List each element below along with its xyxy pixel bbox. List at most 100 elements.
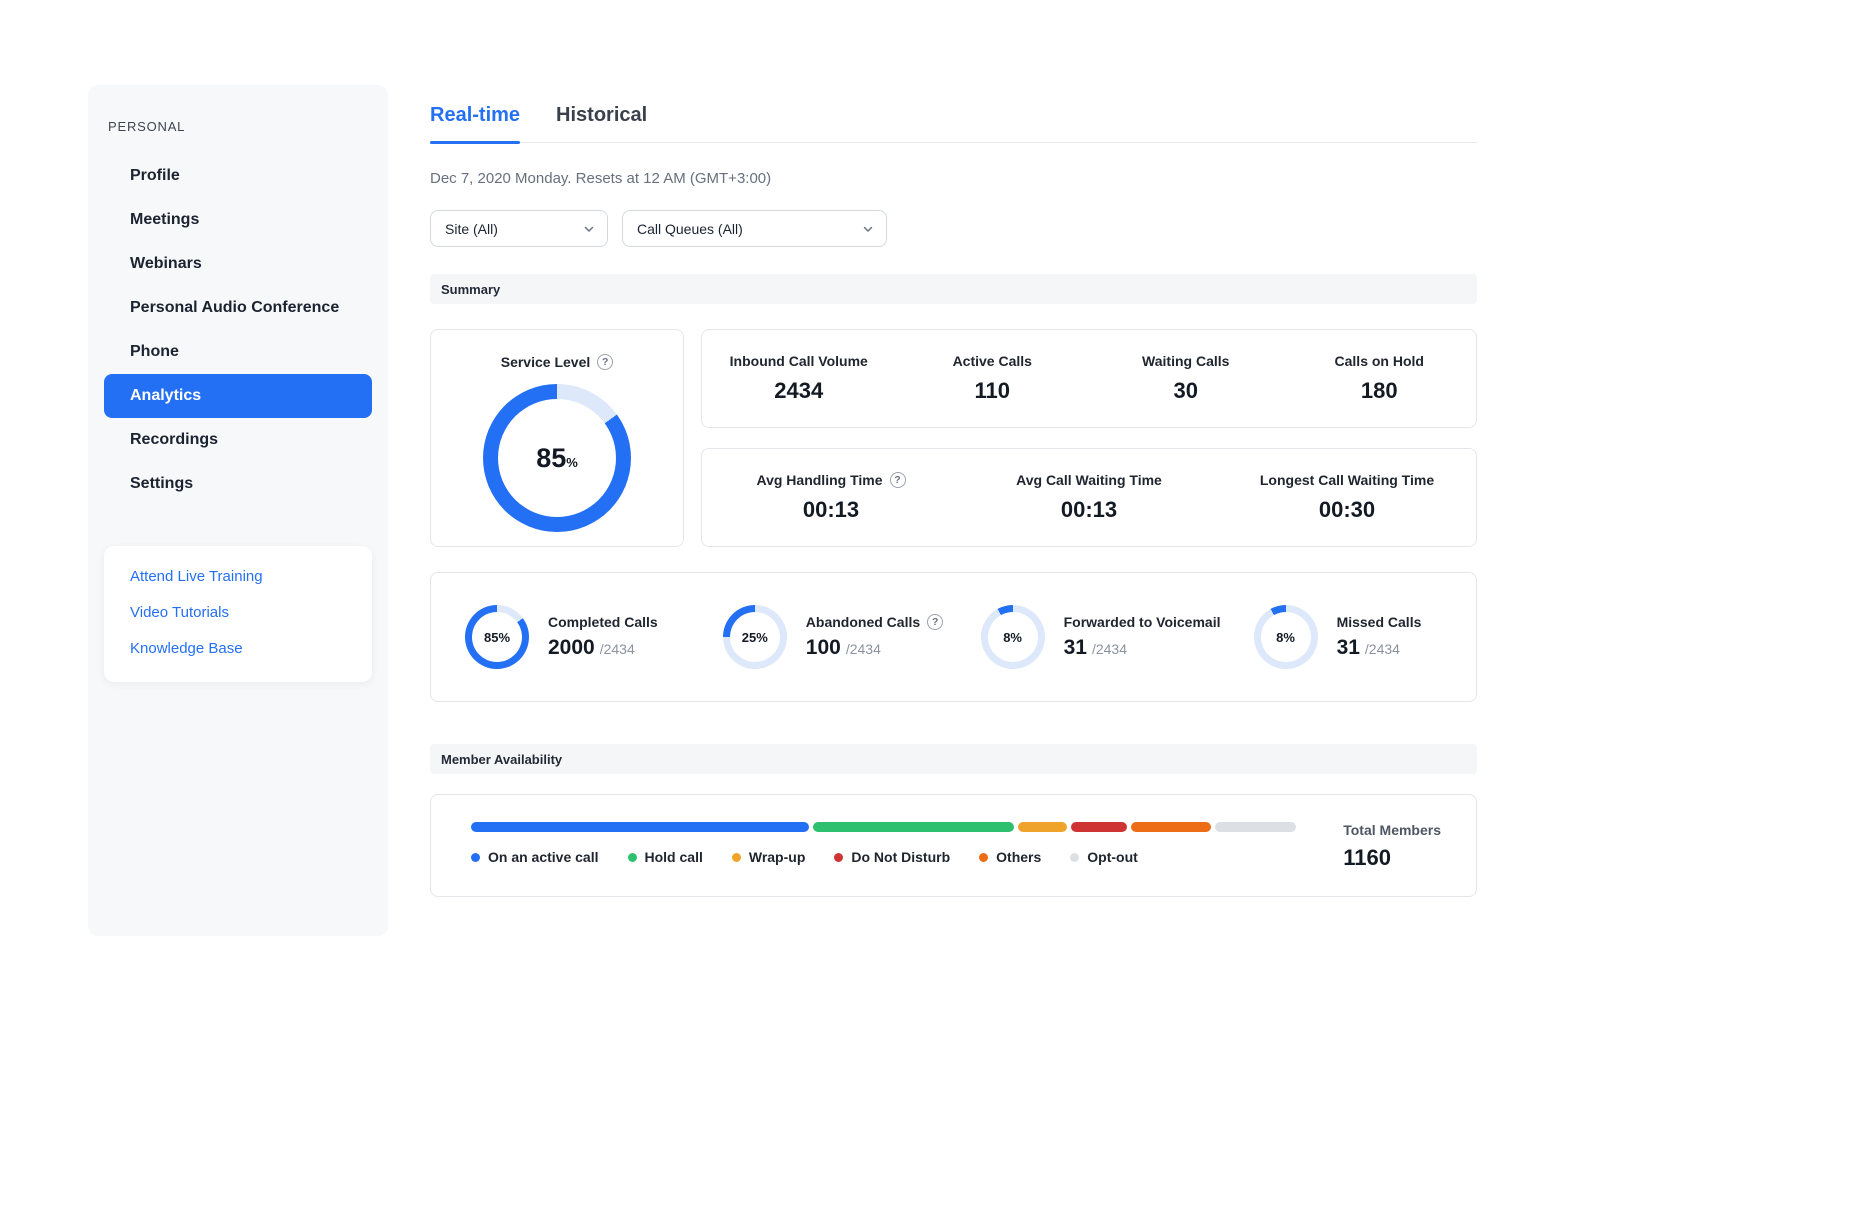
legend-label: On an active call [488, 849, 599, 865]
stat-label: Forwarded to Voicemail [1063, 614, 1221, 630]
stat-value: 30 [1173, 378, 1198, 403]
tab-historical[interactable]: Historical [556, 104, 648, 126]
summary-section-header: Summary [430, 274, 1477, 304]
legend-dot [471, 852, 480, 862]
sidebar-nav: Profile Meetings Webinars Personal Audio… [104, 154, 372, 506]
legend-item-hold-call: Hold call [627, 849, 703, 865]
member-availability-bar-area: On an active call Hold call Wrap-up Do N… [471, 822, 1296, 896]
member-availability-legend: On an active call Hold call Wrap-up Do N… [471, 849, 1296, 865]
sidebar-item-analytics[interactable]: Analytics [104, 374, 372, 418]
bar-segment-hold-call [813, 822, 1015, 832]
date-line: Dec 7, 2020 Monday. Resets at 12 AM (GMT… [430, 170, 772, 187]
summary-grid: Service Level ? 85 % Inbound Call Volume [430, 329, 1477, 547]
bar-segment-others [1130, 822, 1212, 832]
legend-dot [627, 852, 637, 862]
stat-calls-on-hold: Calls on Hold 180 [1283, 353, 1477, 404]
service-level-label: Service Level [500, 354, 591, 370]
missed-calls-stat: 8% Missed Calls 31 /2434 [1253, 605, 1476, 669]
tabs: Real-time Historical [430, 104, 1477, 144]
legend-label: Wrap-up [748, 849, 806, 865]
donut-percent-label: 8% [1276, 629, 1295, 645]
stat-value: 180 [1360, 378, 1398, 403]
call-outcomes-card: 85% Completed Calls 2000 /2434 25% [430, 572, 1477, 702]
member-availability-section-title: Member Availability [441, 751, 563, 767]
stat-value: 110 [974, 378, 1011, 403]
legend-dot [731, 852, 741, 862]
stat-inbound-call-volume: Inbound Call Volume 2434 [702, 353, 896, 404]
stat-value: 00:13 [1060, 497, 1118, 522]
legend-item-on-an-active-call: On an active call [471, 849, 599, 865]
member-availability-section-header: Member Availability [430, 744, 1477, 774]
help-icon[interactable]: ? [889, 472, 906, 488]
stat-label: Active Calls [952, 353, 1032, 369]
service-level-donut: 85 % [483, 384, 631, 532]
service-level-donut-center: 85 % [498, 399, 616, 517]
stat-total: /2434 [599, 641, 635, 657]
stat-label: Calls on Hold [1334, 353, 1424, 369]
forwarded-to-voicemail-stat: 8% Forwarded to Voicemail 31 /2434 [980, 605, 1254, 669]
sidebar-item-meetings[interactable]: Meetings [130, 211, 200, 228]
stat-label: Missed Calls [1336, 614, 1422, 630]
stat-value: 00:30 [1318, 497, 1376, 522]
stat-value: 31 [1336, 636, 1360, 659]
stat-waiting-calls: Waiting Calls 30 [1089, 353, 1283, 404]
legend-dot [834, 852, 844, 862]
donut-percent-label: 85% [483, 629, 511, 645]
bar-segment-opt-out [1215, 822, 1296, 832]
help-icon[interactable]: ? [597, 354, 614, 370]
service-level-card: Service Level ? 85 % [430, 329, 684, 547]
legend-label: Hold call [644, 849, 703, 865]
abandoned-calls-stat: 25% Abandoned Calls ? 100 /2434 [722, 605, 981, 669]
filters-row: Site (All) Call Queues (All) [430, 210, 1477, 247]
sidebar-item-settings[interactable]: Settings [130, 475, 194, 492]
donut-percent-label: 25% [741, 629, 768, 645]
sidebar-links-card: Attend Live Training Video Tutorials Kno… [104, 546, 372, 682]
legend-dot [1070, 852, 1080, 862]
member-availability-card: On an active call Hold call Wrap-up Do N… [430, 794, 1477, 897]
missed-calls-donut: 8% [1253, 605, 1318, 669]
chevron-down-icon [862, 223, 874, 235]
link-video-tutorials[interactable]: Video Tutorials [130, 604, 229, 621]
stat-value: 00:13 [802, 497, 860, 522]
call-volume-card: Inbound Call Volume 2434 Active Calls 11… [701, 329, 1477, 428]
site-filter-value: Site (All) [445, 220, 498, 237]
chevron-down-icon [583, 223, 595, 235]
legend-label: Opt-out [1087, 849, 1138, 865]
sidebar-item-webinars[interactable]: Webinars [130, 255, 202, 272]
stat-label: Avg Handling Time [756, 472, 883, 488]
completed-calls-donut: 85% [465, 605, 529, 669]
sidebar-item-recordings[interactable]: Recordings [130, 431, 219, 448]
legend-item-do-not-disturb: Do Not Disturb [834, 849, 950, 865]
stat-total: /2434 [845, 641, 881, 657]
site-filter-dropdown[interactable]: Site (All) [430, 210, 608, 247]
stat-label: Completed Calls [548, 614, 658, 630]
stat-total: /2434 [1364, 641, 1400, 657]
service-level-value: 85 [536, 442, 567, 473]
stat-label: Abandoned Calls [805, 614, 921, 630]
link-attend-live-training[interactable]: Attend Live Training [130, 568, 263, 585]
forwarded-to-voicemail-donut: 8% [980, 605, 1045, 669]
help-icon[interactable]: ? [927, 614, 944, 630]
sidebar-item-profile[interactable]: Profile [130, 167, 180, 184]
total-members-value: 1160 [1343, 845, 1391, 870]
sidebar: PERSONAL Profile Meetings Webinars Perso… [88, 85, 388, 936]
legend-label: Do Not Disturb [851, 849, 951, 865]
legend-dot [979, 852, 989, 862]
call-queues-filter-dropdown[interactable]: Call Queues (All) [622, 210, 887, 247]
link-knowledge-base[interactable]: Knowledge Base [130, 640, 243, 657]
sidebar-section-label: PERSONAL [108, 119, 186, 134]
stat-value: 2000 [548, 636, 595, 659]
legend-item-opt-out: Opt-out [1070, 849, 1138, 865]
bar-segment-wrap-up [1018, 822, 1067, 832]
stat-active-calls: Active Calls 110 [896, 353, 1090, 404]
completed-calls-stat: 85% Completed Calls 2000 /2434 [465, 605, 723, 669]
total-members-block: Total Members 1160 [1343, 822, 1441, 896]
stat-value: 31 [1063, 636, 1087, 659]
tab-real-time[interactable]: Real-time [430, 104, 521, 144]
sidebar-item-personal-audio-conference[interactable]: Personal Audio Conference [130, 299, 340, 316]
call-queues-filter-value: Call Queues (All) [637, 220, 743, 237]
stat-label: Inbound Call Volume [729, 353, 868, 369]
sidebar-item-phone[interactable]: Phone [130, 343, 179, 360]
stat-value: 100 [805, 636, 841, 659]
